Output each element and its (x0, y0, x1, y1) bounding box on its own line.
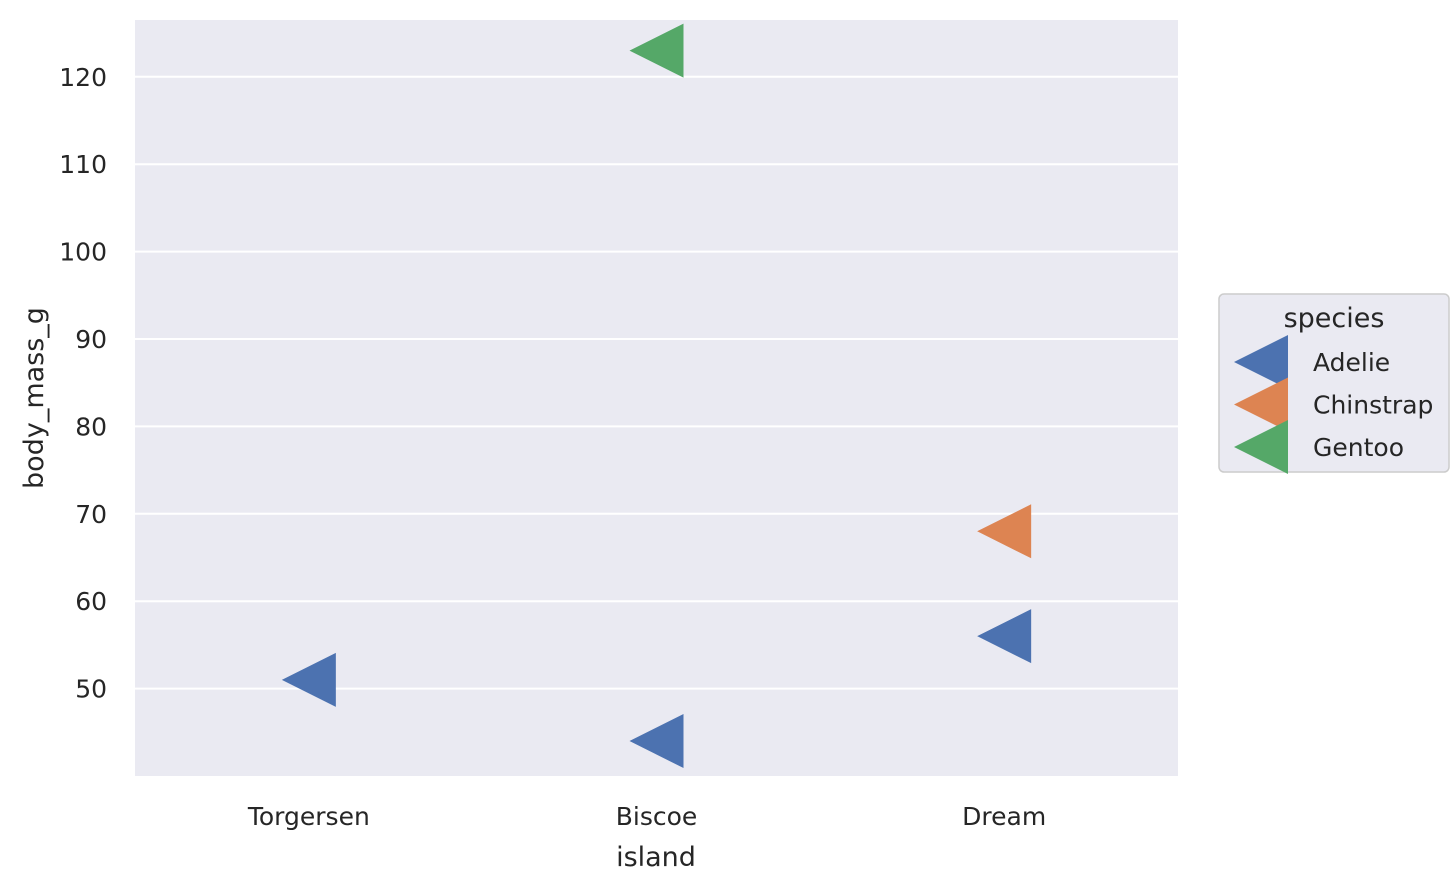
y-tick-label: 80 (75, 412, 107, 441)
legend-marker-adelie (1234, 335, 1288, 389)
y-tick-label: 70 (75, 500, 107, 529)
x-tick-label: Biscoe (616, 802, 698, 831)
legend: species Adelie Chinstrap Gentoo (1218, 293, 1450, 474)
data-point-chinstrap (977, 504, 1032, 559)
legend-label-gentoo: Gentoo (1313, 433, 1404, 462)
y-tick-label: 60 (75, 587, 107, 616)
x-tick-label: Dream (962, 802, 1046, 831)
y-axis: 50 60 70 80 90 100 110 120 (59, 63, 107, 704)
x-axis-label: island (616, 842, 696, 873)
data-point-gentoo (629, 23, 684, 78)
y-tick-label: 100 (59, 238, 107, 267)
x-axis: Torgersen Biscoe Dream (247, 802, 1046, 831)
legend-marker-chinstrap (1234, 377, 1288, 432)
legend-label-adelie: Adelie (1313, 348, 1390, 377)
legend-title: species (1284, 303, 1385, 334)
legend-label-chinstrap: Chinstrap (1313, 391, 1433, 420)
data-point-adelie (281, 652, 336, 707)
data-points (281, 23, 1032, 769)
y-tick-label: 50 (75, 675, 107, 704)
y-tick-label: 90 (75, 325, 107, 354)
data-point-adelie (629, 714, 684, 769)
plot-area (135, 20, 1178, 776)
x-tick-label: Torgersen (247, 802, 370, 831)
y-axis-label: body_mass_g (19, 307, 50, 489)
grid (135, 75, 1178, 690)
y-tick-label: 110 (59, 150, 107, 179)
y-tick-label: 120 (59, 63, 107, 92)
data-point-adelie (977, 609, 1032, 664)
legend-marker-gentoo (1234, 420, 1288, 474)
